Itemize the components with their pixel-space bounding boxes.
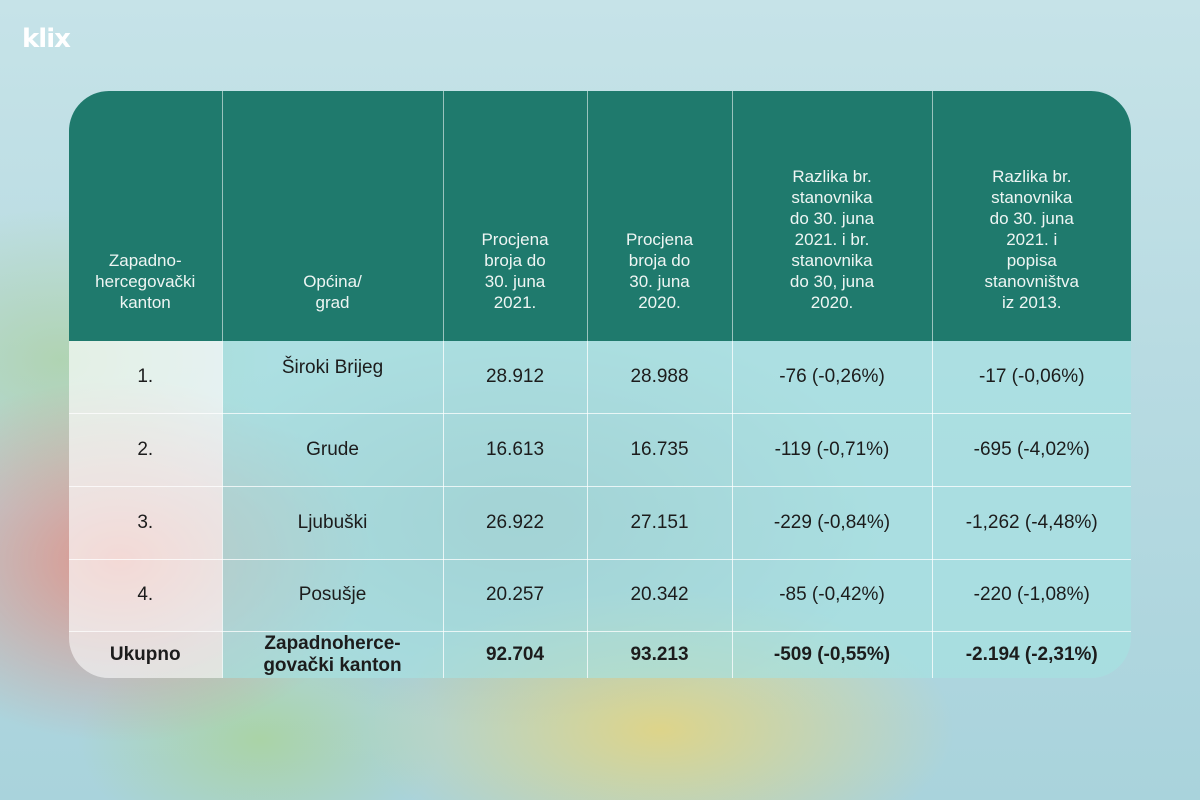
row-difference-2020: -85 (-0,42%) [732, 559, 933, 632]
population-table: Zapadno- hercegovački kanton Općina/ gra… [69, 91, 1131, 678]
total-estimate-2021: 92.704 [443, 631, 588, 678]
header-estimate-2021: Procjena broja do 30. juna 2021. [443, 91, 588, 341]
row-municipality: Grude [222, 413, 444, 487]
row-rank: 4. [69, 559, 223, 632]
table-header-row: Zapadno- hercegovački kanton Općina/ gra… [69, 91, 1131, 341]
table-row: 2. Grude 16.613 16.735 -119 (-0,71%) -69… [69, 413, 1131, 487]
row-estimate-2021: 20.257 [443, 559, 588, 632]
header-difference-2020: Razlika br. stanovnika do 30. juna 2021.… [732, 91, 933, 341]
row-difference-2013: -220 (-1,08%) [932, 559, 1131, 632]
row-rank: 2. [69, 413, 223, 487]
row-estimate-2020: 20.342 [587, 559, 733, 632]
row-difference-2013: -695 (-4,02%) [932, 413, 1131, 487]
row-difference-2020: -76 (-0,26%) [732, 341, 933, 414]
total-municipality: Zapadnoherce- govački kanton [222, 631, 444, 678]
row-rank: 3. [69, 486, 223, 560]
row-estimate-2021: 26.922 [443, 486, 588, 560]
total-estimate-2020: 93.213 [587, 631, 733, 678]
total-label: Ukupno [69, 631, 223, 678]
total-difference-2020: -509 (-0,55%) [732, 631, 933, 678]
total-difference-2013: -2.194 (-2,31%) [932, 631, 1131, 678]
row-estimate-2020: 27.151 [587, 486, 733, 560]
klix-logo: klix [22, 24, 71, 54]
row-estimate-2021: 28.912 [443, 341, 588, 414]
row-municipality: Široki Brijeg [222, 341, 444, 414]
row-municipality: Posušje [222, 559, 444, 632]
row-difference-2013: -17 (-0,06%) [932, 341, 1131, 414]
row-estimate-2021: 16.613 [443, 413, 588, 487]
row-estimate-2020: 28.988 [587, 341, 733, 414]
table-row: 1. Široki Brijeg 28.912 28.988 -76 (-0,2… [69, 341, 1131, 414]
row-estimate-2020: 16.735 [587, 413, 733, 487]
table-row: 4. Posušje 20.257 20.342 -85 (-0,42%) -2… [69, 559, 1131, 632]
header-canton: Zapadno- hercegovački kanton [69, 91, 223, 341]
row-difference-2013: -1,262 (-4,48%) [932, 486, 1131, 560]
table-row: 3. Ljubuški 26.922 27.151 -229 (-0,84%) … [69, 486, 1131, 560]
population-table-panel: Zapadno- hercegovački kanton Općina/ gra… [69, 91, 1131, 678]
row-difference-2020: -119 (-0,71%) [732, 413, 933, 487]
header-municipality: Općina/ grad [222, 91, 444, 341]
row-rank: 1. [69, 341, 223, 414]
header-difference-2013: Razlika br. stanovnika do 30. juna 2021.… [932, 91, 1131, 341]
header-estimate-2020: Procjena broja do 30. juna 2020. [587, 91, 733, 341]
row-municipality: Ljubuški [222, 486, 444, 560]
table-total-row: Ukupno Zapadnoherce- govački kanton 92.7… [69, 631, 1131, 678]
row-difference-2020: -229 (-0,84%) [732, 486, 933, 560]
